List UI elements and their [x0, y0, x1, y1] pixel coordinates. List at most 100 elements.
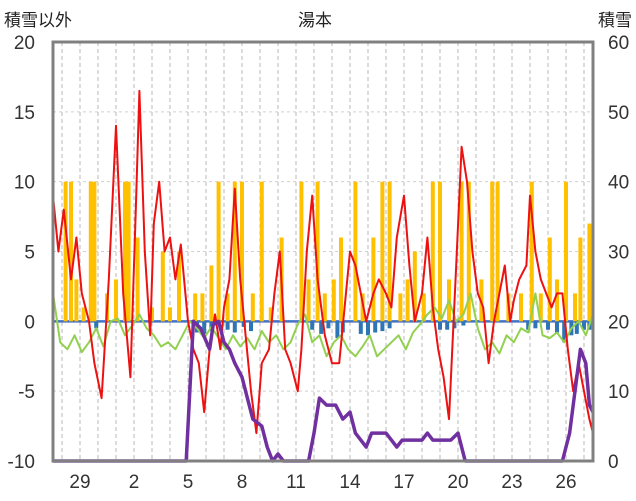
precip-bar	[240, 181, 244, 322]
x-tick-label: 2	[129, 472, 140, 493]
precip-bar	[380, 181, 385, 322]
y-left-tick-label: -5	[18, 382, 35, 403]
precip-bar	[209, 265, 214, 322]
precip-bar	[547, 237, 552, 322]
y-right-tick-label: 60	[608, 33, 629, 54]
precip-deficit-bar	[373, 321, 378, 333]
x-tick-label: 29	[69, 472, 90, 493]
precip-deficit-bar	[202, 321, 207, 334]
precip-deficit-bar	[582, 321, 586, 330]
y-left-tick-label: 10	[14, 173, 35, 194]
chart-title: 湯本	[298, 11, 332, 30]
precip-deficit-bar	[555, 321, 559, 333]
precip-bar	[331, 279, 336, 322]
precip-bar	[225, 293, 230, 322]
precip-bar	[69, 181, 73, 322]
precip-deficit-bar	[358, 321, 363, 334]
precip-bar	[123, 181, 127, 322]
precip-bar	[353, 181, 358, 322]
precip-deficit-bar	[445, 321, 450, 330]
precip-bar	[315, 181, 320, 322]
precip-deficit-bar	[533, 321, 538, 329]
precip-bar	[126, 181, 131, 322]
y-right-tick-label: 20	[608, 312, 629, 333]
precip-bar	[88, 181, 93, 322]
temp_anomaly-line	[52, 292, 594, 358]
precip-bar	[573, 293, 577, 322]
precip-bar	[519, 293, 523, 322]
precip-bar	[150, 307, 154, 322]
precip-bar	[405, 279, 410, 322]
precip-bar	[74, 279, 79, 322]
precip-deficit-bar	[249, 321, 253, 332]
precip-bar	[578, 237, 583, 322]
precip-deficit-bar	[225, 321, 230, 330]
precip-deficit-bar	[574, 321, 579, 334]
precip-bar	[371, 237, 376, 322]
precip-deficit-bar	[461, 321, 466, 326]
precip-bar	[438, 181, 442, 322]
precip-deficit-bar	[310, 321, 315, 330]
precip-bar	[538, 293, 543, 322]
precip-bar	[398, 293, 403, 322]
precip-bar	[200, 293, 205, 322]
x-tick-label: 17	[393, 472, 414, 493]
y-right-tick-label: 0	[608, 452, 619, 473]
precip-bar	[81, 307, 86, 322]
precip-bar	[387, 181, 392, 322]
precip-deficit-bar	[319, 321, 324, 334]
precip-bar	[177, 251, 181, 322]
precipitation-bars	[63, 181, 592, 343]
precip-bar	[216, 181, 221, 322]
precip-bar	[160, 251, 165, 322]
precip-bar	[168, 307, 172, 322]
plot-frame	[51, 40, 595, 463]
precip-deficit-bar	[326, 321, 331, 329]
precip-deficit-bar	[232, 321, 237, 333]
precip-bar	[421, 293, 426, 322]
y-left-tick-label: 20	[14, 33, 35, 54]
precip-bar	[299, 181, 304, 322]
precip-bar	[587, 223, 592, 322]
precip-bar	[322, 293, 327, 322]
y-left-tick-label: -10	[8, 452, 35, 473]
y-right-tick-label: 10	[608, 382, 629, 403]
y-right-tick-label: 30	[608, 243, 629, 264]
precip-deficit-bar	[526, 321, 531, 330]
precip-bar	[430, 181, 435, 322]
precip-bar	[250, 293, 255, 322]
y-left-tick-label: 5	[24, 243, 35, 264]
x-tick-label: 14	[339, 472, 361, 493]
precip-bar	[268, 307, 273, 322]
precip-bar	[135, 237, 140, 322]
precip-bar	[306, 279, 311, 322]
precip-bar	[459, 181, 464, 322]
x-tick-label: 8	[237, 472, 248, 493]
x-tick-label: 11	[286, 472, 306, 493]
precip-bar	[564, 181, 568, 322]
precip-bar	[232, 181, 237, 322]
precip-bar	[412, 251, 417, 322]
temperature-line	[52, 89, 594, 435]
precip-deficit-bar	[546, 321, 550, 330]
x-tick-label: 5	[183, 472, 194, 493]
y-left-tick-label: 0	[24, 312, 35, 333]
precip-bar	[193, 293, 198, 322]
precip-bar	[466, 181, 471, 322]
precip-bar	[490, 181, 495, 322]
precip-bar	[529, 181, 534, 322]
precip-bar	[92, 181, 97, 322]
precip-deficit-bar	[438, 321, 442, 330]
precip-deficit-bar	[387, 321, 392, 329]
precip-deficit-bar	[335, 321, 340, 339]
precip-bar	[259, 181, 264, 322]
y-right-tick-label: 40	[608, 173, 629, 194]
precip-bar	[63, 181, 68, 322]
x-tick-label: 23	[501, 472, 522, 493]
precip-bar	[555, 279, 559, 322]
left-axis-title: 積雪以外	[4, 11, 72, 30]
precip-deficit-bar	[94, 321, 99, 329]
x-tick-label: 26	[555, 472, 576, 493]
